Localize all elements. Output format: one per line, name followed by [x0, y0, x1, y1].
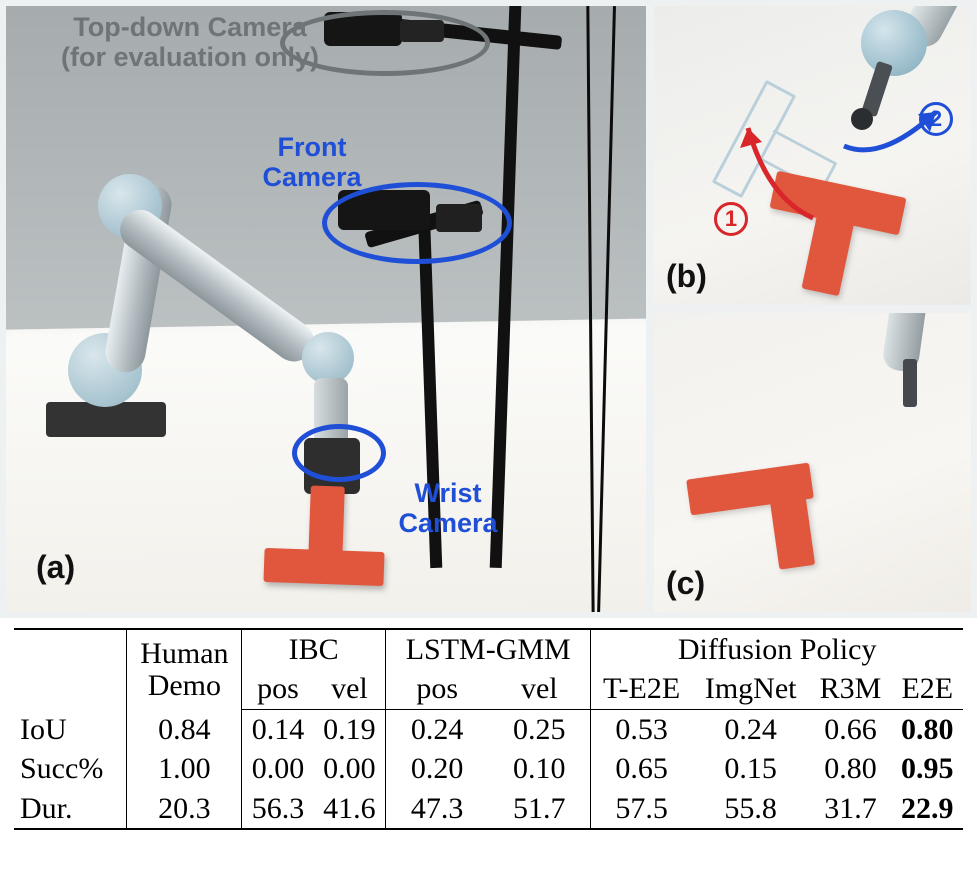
t-block-c	[686, 463, 814, 516]
succ-dp-e2e: 0.95	[892, 749, 963, 788]
stage-2-marker: 2	[919, 102, 953, 136]
metric-dur: Dur.	[14, 789, 127, 829]
col-dp-e2e: E2E	[892, 669, 963, 709]
figure-composite: Top-down Camera(for evaluation only) Fro…	[0, 0, 977, 618]
corner-blank	[14, 629, 127, 709]
dur-dp-te2e: 57.5	[591, 789, 692, 829]
stage-1-marker: 1	[714, 202, 748, 236]
iou-ibc-pos: 0.14	[242, 709, 314, 749]
panel-c-label: (c)	[666, 565, 705, 602]
colgrp-diffusion: Diffusion Policy	[591, 629, 963, 669]
panel-b-label: (b)	[666, 258, 707, 295]
robot-joint-3	[302, 332, 354, 384]
iou-dp-r3m: 0.66	[809, 709, 891, 749]
annot-topdown: Top-down Camera(for evaluation only)	[60, 12, 320, 72]
col-lstm-pos: pos	[386, 669, 489, 709]
iou-lstm-vel: 0.25	[488, 709, 591, 749]
annot-front: FrontCamera	[252, 132, 372, 192]
row-dur: Dur. 20.3 56.3 41.6 47.3 51.7 57.5 55.8 …	[14, 789, 963, 829]
results-table-wrap: HumanDemo IBC LSTM-GMM Diffusion Policy …	[0, 618, 977, 830]
dur-dp-r3m: 31.7	[809, 789, 891, 829]
panel-right-column: 1 2 (b) (c)	[654, 6, 971, 612]
metric-iou: IoU	[14, 709, 127, 749]
succ-dp-imgnet: 0.15	[692, 749, 810, 788]
robot-base	[46, 402, 166, 437]
iou-dp-e2e: 0.80	[892, 709, 963, 749]
colgrp-lstm: LSTM-GMM	[386, 629, 591, 669]
row-iou: IoU 0.84 0.14 0.19 0.24 0.25 0.53 0.24 0…	[14, 709, 963, 749]
panel-c: (c)	[654, 313, 971, 612]
col-dp-te2e: T-E2E	[591, 669, 692, 709]
col-lstm-vel: vel	[488, 669, 591, 709]
dur-ibc-pos: 56.3	[242, 789, 314, 829]
col-ibc-pos: pos	[242, 669, 314, 709]
metric-succ: Succ%	[14, 749, 127, 788]
t-block-a	[263, 548, 384, 586]
col-dp-imgnet: ImgNet	[692, 669, 810, 709]
dur-ibc-vel: 41.6	[314, 789, 386, 829]
succ-lstm-vel: 0.10	[488, 749, 591, 788]
succ-dp-r3m: 0.80	[809, 749, 891, 788]
iou-human: 0.84	[127, 709, 242, 749]
iou-dp-te2e: 0.53	[591, 709, 692, 749]
front-ellipse	[322, 182, 512, 264]
succ-ibc-pos: 0.00	[242, 749, 314, 788]
colgrp-ibc: IBC	[242, 629, 386, 669]
panel-a-label: (a)	[36, 549, 75, 586]
dur-lstm-vel: 51.7	[488, 789, 591, 829]
succ-lstm-pos: 0.20	[386, 749, 489, 788]
succ-human: 1.00	[127, 749, 242, 788]
annot-wrist: WristCamera	[388, 478, 508, 538]
col-human: HumanDemo	[127, 629, 242, 709]
succ-ibc-vel: 0.00	[314, 749, 386, 788]
wrist-ellipse	[292, 424, 386, 482]
row-succ: Succ% 1.00 0.00 0.00 0.20 0.10 0.65 0.15…	[14, 749, 963, 788]
dur-dp-imgnet: 55.8	[692, 789, 810, 829]
col-ibc-vel: vel	[314, 669, 386, 709]
iou-dp-imgnet: 0.24	[692, 709, 810, 749]
iou-lstm-pos: 0.24	[386, 709, 489, 749]
dur-dp-e2e: 22.9	[892, 789, 963, 829]
dur-human: 20.3	[127, 789, 242, 829]
succ-dp-te2e: 0.65	[591, 749, 692, 788]
iou-ibc-vel: 0.19	[314, 709, 386, 749]
panel-a: Top-down Camera(for evaluation only) Fro…	[6, 6, 646, 612]
panel-b: 1 2 (b)	[654, 6, 971, 305]
results-table: HumanDemo IBC LSTM-GMM Diffusion Policy …	[14, 628, 963, 830]
col-dp-r3m: R3M	[809, 669, 891, 709]
panel-c-robot	[831, 313, 941, 407]
dur-lstm-pos: 47.3	[386, 789, 489, 829]
